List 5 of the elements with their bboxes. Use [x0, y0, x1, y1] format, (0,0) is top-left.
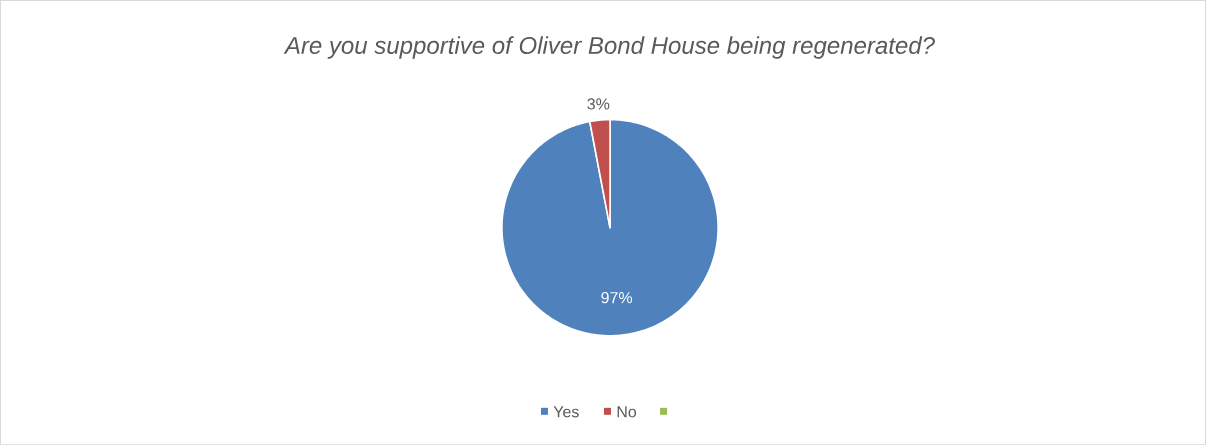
legend-label: Yes [553, 406, 579, 418]
data-label: 97% [601, 291, 633, 304]
chart-title: Are you supportive of Oliver Bond House being regenerated? [283, 36, 935, 59]
data-label: 3% [587, 98, 610, 110]
legend-label: No [617, 406, 637, 418]
